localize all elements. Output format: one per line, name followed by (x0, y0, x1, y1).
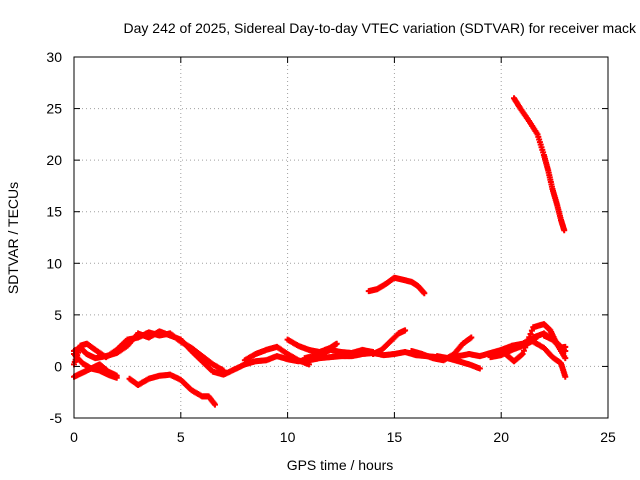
series-track-2 (71, 329, 227, 374)
y-tick-label: 10 (46, 255, 62, 271)
y-axis-label: SDTVAR / TECUs (5, 182, 21, 294)
series-track-10 (370, 327, 409, 358)
data-point (534, 333, 541, 340)
series-track-13 (487, 333, 541, 361)
data-point (305, 361, 312, 368)
data-point (561, 227, 568, 234)
series-track-6 (241, 343, 312, 368)
data-point (421, 290, 428, 297)
data-point (527, 330, 534, 337)
data-point (524, 337, 531, 344)
series-track-12 (434, 353, 483, 372)
data-point (528, 327, 535, 334)
x-axis-label: GPS time / hours (287, 457, 394, 473)
data-point (468, 334, 475, 341)
chart-title: Day 242 of 2025, Sidereal Day-to-day VTE… (124, 20, 637, 36)
plot-frame (73, 56, 609, 419)
y-tick-label: 25 (46, 101, 62, 117)
y-tick-label: 0 (54, 358, 62, 374)
x-tick-label: 5 (177, 429, 185, 445)
data-point (113, 374, 120, 381)
data-points (71, 95, 569, 408)
data-point (211, 401, 218, 408)
y-tick-label: 30 (46, 49, 62, 65)
data-point (333, 340, 340, 347)
series-track-9 (365, 274, 428, 297)
data-point (520, 347, 527, 354)
x-tick-label: 25 (600, 429, 616, 445)
data-point (562, 373, 569, 380)
x-tick-label: 15 (387, 429, 403, 445)
y-tick-label: 5 (54, 307, 62, 323)
series-track-8 (301, 346, 377, 362)
series-track-17 (511, 95, 568, 234)
x-tick-label: 20 (493, 429, 509, 445)
series-track-16 (540, 332, 569, 351)
data-point (523, 340, 530, 347)
data-point (476, 365, 483, 372)
data-point (402, 327, 409, 334)
data-point (526, 334, 533, 341)
y-tick-label: 20 (46, 152, 62, 168)
data-point (220, 367, 227, 374)
series-track-7 (284, 336, 340, 355)
series-track-14 (502, 321, 569, 365)
grid-lines (74, 57, 608, 418)
axis-ticks: 0 5 10 15 20 25 -5 0 5 10 15 20 25 30 (46, 49, 616, 445)
y-tick-label: -5 (50, 410, 63, 426)
data-point (562, 355, 569, 362)
series-track-4 (71, 365, 120, 381)
data-point (522, 344, 529, 351)
x-tick-label: 0 (70, 429, 78, 445)
data-point (562, 343, 569, 350)
series-track-5 (126, 371, 218, 408)
series-track-15 (530, 338, 569, 380)
x-tick-label: 10 (280, 429, 296, 445)
y-tick-label: 15 (46, 204, 62, 220)
data-point (519, 351, 526, 358)
